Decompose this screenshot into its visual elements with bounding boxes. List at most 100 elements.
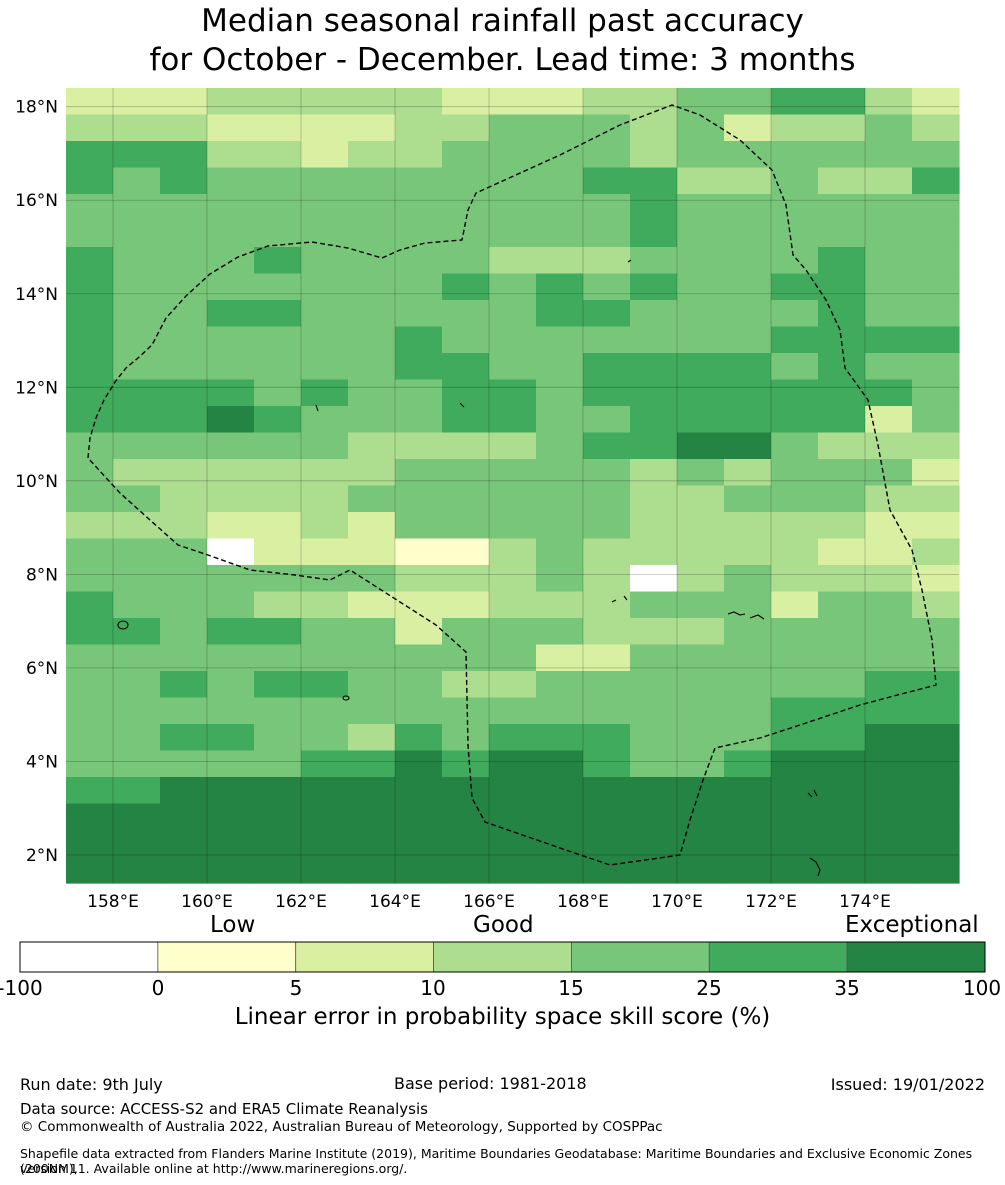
skill-cell: [771, 565, 819, 593]
skill-cell: [489, 273, 537, 301]
skill-cell: [207, 406, 255, 434]
skill-cell: [489, 538, 537, 566]
skill-cell: [254, 803, 302, 831]
skill-cell: [677, 803, 725, 831]
skill-cell: [489, 406, 537, 434]
skill-cell: [912, 697, 960, 725]
skill-cell: [583, 114, 631, 142]
skill-cell: [818, 512, 866, 540]
skill-cell: [207, 830, 255, 858]
skill-cell: [207, 671, 255, 699]
shapefile-credit-line2: version 11. Available online at http://w…: [20, 1161, 408, 1176]
skill-cell: [207, 220, 255, 248]
skill-cell: [254, 671, 302, 699]
skill-cell: [818, 671, 866, 699]
skill-cell: [442, 591, 490, 619]
skill-cell: [348, 750, 396, 778]
skill-cell: [395, 830, 443, 858]
skill-cell: [160, 830, 208, 858]
skill-cell: [677, 379, 725, 407]
skill-cell: [66, 856, 114, 884]
issued-date: Issued: 19/01/2022: [830, 1075, 985, 1094]
skill-cell: [348, 485, 396, 513]
skill-cell: [724, 88, 772, 116]
skill-cell: [442, 777, 490, 805]
colorbar-tick: 35: [834, 976, 860, 1000]
skill-cell: [395, 591, 443, 619]
skill-cell: [724, 459, 772, 487]
skill-cell: [630, 406, 678, 434]
skill-cell: [207, 114, 255, 142]
skill-cell: [301, 830, 349, 858]
skill-cell: [113, 141, 161, 169]
skill-cell: [207, 194, 255, 222]
skill-cell: [254, 114, 302, 142]
skill-cell: [395, 565, 443, 593]
skill-cell: [583, 750, 631, 778]
skill-cell: [677, 432, 725, 460]
skill-cell: [536, 777, 584, 805]
skill-cell: [818, 724, 866, 752]
skill-cell: [442, 114, 490, 142]
skill-cell: [771, 750, 819, 778]
skill-cell: [160, 220, 208, 248]
skill-cell: [818, 856, 866, 884]
skill-cell: [677, 114, 725, 142]
skill-cell: [207, 538, 255, 566]
skill-cell: [395, 459, 443, 487]
skill-cell: [442, 406, 490, 434]
skill-cell: [583, 273, 631, 301]
skill-cell: [160, 485, 208, 513]
skill-cell: [348, 538, 396, 566]
skill-cell: [630, 141, 678, 169]
skill-cell: [301, 300, 349, 328]
skill-cell: [536, 803, 584, 831]
skill-cell: [348, 830, 396, 858]
skill-cell: [912, 777, 960, 805]
skill-cell: [395, 750, 443, 778]
skill-cell: [771, 406, 819, 434]
skill-cell: [160, 803, 208, 831]
skill-cell: [536, 247, 584, 275]
colorbar-frame: [19, 941, 986, 973]
skill-cell: [254, 459, 302, 487]
skill-cell: [254, 194, 302, 222]
skill-cell: [113, 671, 161, 699]
skill-cell: [583, 379, 631, 407]
skill-cell: [771, 167, 819, 195]
skill-cell: [66, 485, 114, 513]
skill-cell: [489, 459, 537, 487]
skill-cell: [630, 697, 678, 725]
skill-cell: [489, 777, 537, 805]
skill-cell: [677, 353, 725, 381]
skill-cell: [348, 856, 396, 884]
skill-cell: [254, 406, 302, 434]
skill-cell: [912, 300, 960, 328]
skill-cell: [489, 220, 537, 248]
skill-cell: [865, 459, 913, 487]
skill-cell: [301, 644, 349, 672]
skill-cell: [771, 803, 819, 831]
skill-cell: [160, 856, 208, 884]
skill-cell: [66, 353, 114, 381]
skill-cell: [160, 300, 208, 328]
skill-cell: [395, 777, 443, 805]
skill-cell: [912, 114, 960, 142]
skill-cell: [113, 724, 161, 752]
skill-cell: [113, 194, 161, 222]
skill-cell: [301, 618, 349, 646]
skill-cell: [254, 220, 302, 248]
skill-cell: [442, 565, 490, 593]
skill-cell: [865, 803, 913, 831]
skill-cell: [489, 167, 537, 195]
skill-cell: [865, 273, 913, 301]
skill-cell: [583, 671, 631, 699]
skill-cell: [442, 830, 490, 858]
skill-cell: [113, 273, 161, 301]
skill-cell: [630, 273, 678, 301]
skill-cell: [771, 353, 819, 381]
skill-cell: [113, 591, 161, 619]
skill-cell: [113, 697, 161, 725]
skill-cell: [442, 485, 490, 513]
skill-cell: [66, 194, 114, 222]
